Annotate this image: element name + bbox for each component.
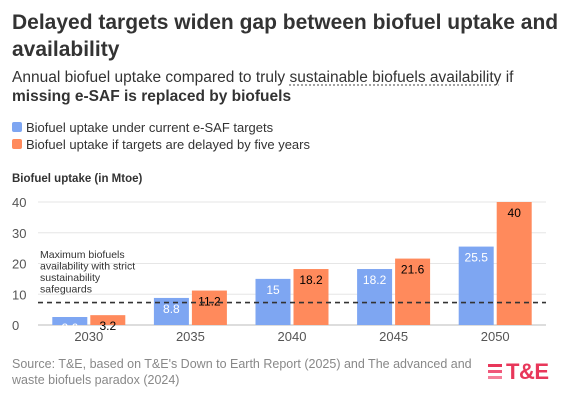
legend-swatch-current [12, 122, 22, 132]
bar [458, 246, 494, 325]
chart-title: Delayed targets widen gap between biofue… [12, 11, 559, 61]
y-tick-label: 30 [12, 226, 26, 241]
data-label: 18.2 [363, 273, 387, 287]
te-logo-mark [488, 364, 502, 379]
x-tick-label: 2045 [379, 329, 408, 344]
data-label: 21.6 [401, 263, 425, 277]
y-tick-label: 0 [12, 318, 19, 333]
data-label: 11.2 [198, 295, 221, 309]
te-logo: T&E [486, 356, 564, 388]
subtitle-bold: missing e-SAF is replaced by biofuels [12, 88, 292, 105]
y-tick-label: 10 [12, 287, 26, 302]
bar [293, 269, 329, 325]
x-tick-label: 2050 [481, 329, 510, 344]
bar [496, 202, 532, 325]
data-label: 3.2 [99, 319, 116, 333]
data-label: 25.5 [465, 251, 489, 265]
bar [395, 258, 431, 325]
bar [52, 317, 88, 325]
source-note: Source: T&E, based on T&E's Down to Eart… [12, 357, 472, 387]
legend-label-delayed: Biofuel uptake if targets are delayed by… [26, 136, 310, 152]
subtitle-link[interactable]: sustainable biofuels availability [289, 69, 502, 86]
y-tick-label: 20 [12, 257, 26, 272]
subtitle-text: Annual biofuel uptake compared to truly [12, 69, 290, 86]
legend-item-delayed: Biofuel uptake if targets are delayed by… [12, 136, 310, 152]
data-label: 8.8 [163, 302, 180, 316]
legend-label-current: Biofuel uptake under current e-SAF targe… [26, 119, 274, 135]
x-tick-label: 2035 [176, 329, 205, 344]
data-label: 40 [508, 206, 522, 220]
bar [90, 315, 126, 325]
subtitle-text-end: if [501, 69, 514, 86]
x-tick-label: 2030 [74, 329, 103, 344]
reference-line-annotation: Maximum biofuels availability with strict… [40, 249, 135, 296]
data-label: 15 [266, 283, 280, 297]
y-tick-label: 40 [12, 195, 26, 210]
data-label: 18.2 [299, 273, 323, 287]
bar [191, 290, 227, 325]
bar [357, 269, 393, 325]
chart-subtitle: Annual biofuel uptake compared to truly … [12, 68, 564, 106]
y-axis-title: Biofuel uptake (in Mtoe) [12, 173, 143, 185]
data-label: 2.6 [61, 321, 78, 335]
legend-swatch-delayed [12, 139, 22, 149]
legend-item-current: Biofuel uptake under current e-SAF targe… [12, 119, 310, 135]
te-logo-text: T&E [506, 359, 549, 384]
legend: Biofuel uptake under current e-SAF targe… [12, 119, 310, 153]
x-tick-label: 2040 [278, 329, 307, 344]
